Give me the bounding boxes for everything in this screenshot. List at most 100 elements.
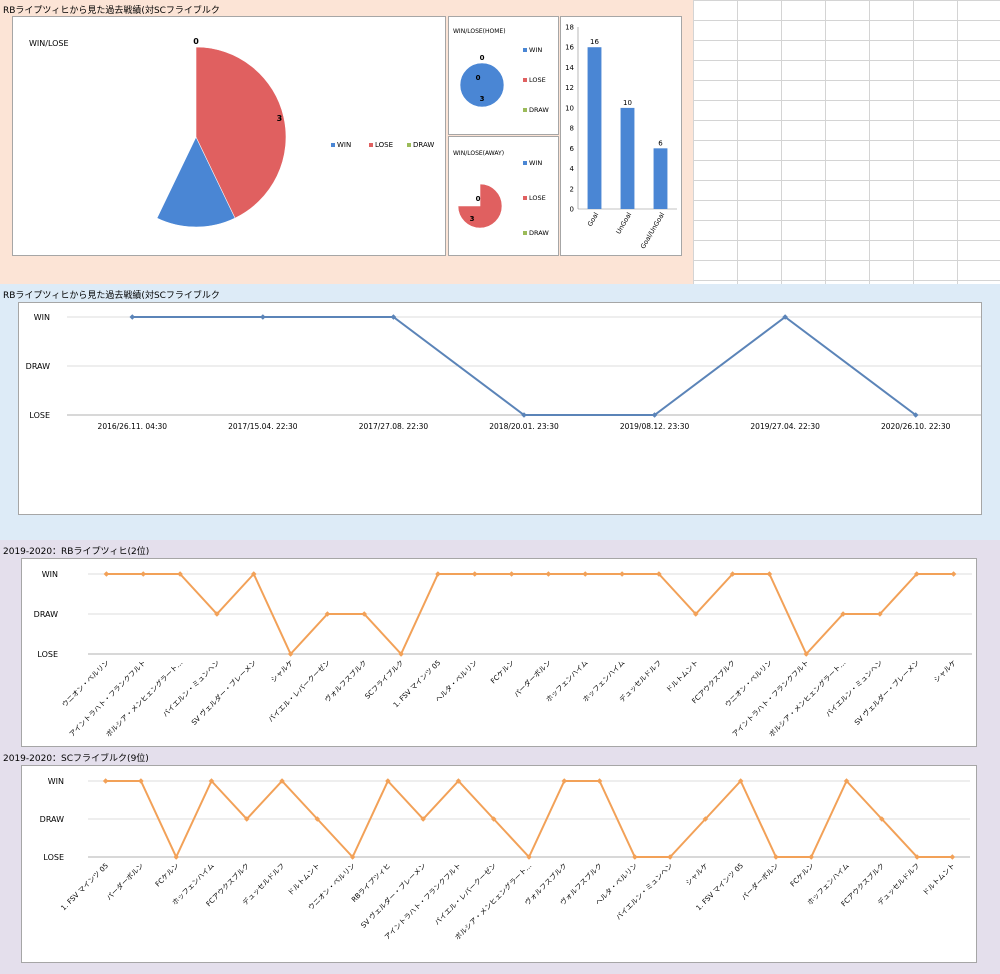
pie-total-chart: WIN/LOSE430WINLOSEDRAW [29, 37, 434, 228]
x-tick-label: SV ヴェルダー・ブレーメン [852, 658, 921, 727]
y-tick-label: 2 [570, 185, 574, 193]
x-tick-label: シャルケ [684, 862, 709, 887]
x-tick-label: 2020/26.10. 22:30 [881, 422, 951, 431]
pie-title: WIN/LOSE(AWAY) [453, 150, 504, 157]
line-history-chart: LOSE DRAW WIN 2016/26.11. 04:30 2017/15.04. … [26, 313, 981, 431]
data-point-0 [102, 778, 109, 784]
legend-label-lose: LOSE [375, 141, 393, 149]
x-tick-label: アイントラハト・フランクフルト [731, 659, 811, 739]
spreadsheet-grid-background [693, 0, 1000, 284]
data-point-23 [914, 854, 920, 860]
pie-away-chart: WIN/LOSE(AWAY)130WINLOSEDRAW [453, 150, 549, 237]
x-tick-label: パーダーボルン [512, 658, 553, 699]
data-point-18 [737, 778, 744, 784]
legend-swatch-lose [523, 196, 527, 200]
legend-label-win: WIN [529, 46, 542, 54]
series-line [106, 572, 954, 656]
x-tick-label: 2018/20.01. 23:30 [489, 422, 559, 431]
x-tick-label: ボルシア・メンヒェングラート… [453, 861, 534, 942]
pie-value-label: 3 [277, 114, 283, 123]
x-tick-label: アイントラハト・フランクフルト [383, 862, 463, 942]
legend-label-draw: DRAW [529, 106, 549, 114]
legend-swatch-lose [369, 143, 373, 147]
y-tick-label: LOSE [29, 411, 50, 420]
line-history-panel[interactable]: LOSE DRAW WIN 2016/26.11. 04:30 2017/15.04. … [18, 302, 982, 515]
data-point-11 [508, 571, 515, 577]
pie-slice-win [459, 62, 505, 108]
section-history-line: RBライプツィヒから見た過去戦績(対SCフライブルク LOSE DRAW WIN 20… [0, 284, 1000, 540]
pie-away-panel[interactable]: WIN/LOSE(AWAY)130WINLOSEDRAW [448, 136, 559, 256]
x-tick-label: 2017/15.04. 22:30 [228, 422, 298, 431]
data-point-24 [949, 854, 956, 860]
legend-swatch-draw [407, 143, 411, 147]
x-tick-label: バイエル・レバークーゼン [432, 861, 498, 927]
data-point-16 [667, 854, 673, 860]
line-leipzig-chart: LOSEDRAWWINウニオン・ベルリンアイントラハト・フランクフルトボルシア・… [34, 570, 972, 739]
x-tick-label: パーダーボルン [104, 861, 145, 902]
pie-title: WIN/LOSE [29, 39, 69, 48]
pie-value-label: 0 [476, 195, 481, 203]
data-point-16 [692, 611, 699, 617]
section-season: 2019-2020：RBライプツィヒ(2位) LOSE DRAW WIN ウニオン・ベ… [0, 540, 1000, 974]
y-tick-label: 12 [565, 84, 574, 92]
pie-value-label: 3 [470, 215, 475, 223]
y-tick-label: 10 [565, 104, 574, 112]
x-tick-label: シャルケ [270, 659, 295, 684]
data-point-5 [782, 314, 788, 320]
data-point-19 [803, 651, 810, 657]
x-tick-label: シャルケ [933, 659, 958, 684]
bar-2 [653, 148, 668, 209]
data-point-12 [545, 571, 552, 577]
y-tick-label: 14 [565, 64, 574, 72]
bar-value-label: 10 [623, 99, 632, 107]
data-point-22 [913, 571, 920, 577]
pie-home-panel[interactable]: WIN/LOSE(HOME) 3 0 0 WIN LOSE DRAW [448, 16, 559, 135]
y-tick-label: WIN [42, 570, 58, 579]
section-title: RBライプツィヒから見た過去戦績(対SCフライブルク [3, 291, 220, 301]
y-tick-label: DRAW [40, 815, 64, 824]
data-point-0 [129, 314, 136, 320]
x-tick-label: FCケルン [154, 862, 181, 889]
data-point-3 [208, 778, 215, 784]
x-tick-label: FCケルン [489, 659, 516, 686]
line-leipzig-panel[interactable]: LOSE DRAW WIN ウニオン・ベルリン アイントラハト・フランクフルト ボルシア・… [21, 558, 977, 747]
legend-swatch-win [331, 143, 335, 147]
pie-value-label: 0 [193, 37, 199, 46]
y-tick-label: 0 [570, 206, 574, 214]
section-title: RBライプツィヒから見た過去戦績(対SCフライブルク [3, 6, 220, 16]
y-tick-label: WIN [48, 777, 64, 786]
x-tick-label: ドルトムント [921, 862, 956, 897]
x-tick-label: バイエル・レバークーゼン [266, 658, 332, 724]
x-tick-label: FCケルン [789, 862, 816, 889]
bar-goals-panel[interactable]: 0 2 4 6 8 10 12 14 16 18 16 Goal 10 UnGoal 6 Goal/UnGoa… [560, 16, 682, 256]
x-tick-label: パーダーボルン [739, 861, 780, 902]
pie-slice-lose [457, 183, 503, 229]
bar-0 [587, 47, 602, 209]
data-point-6 [912, 412, 919, 418]
x-tick-label: UnGoal [614, 211, 633, 236]
pie-value-label: 3 [480, 95, 485, 103]
y-tick-label: LOSE [37, 650, 58, 659]
data-point-1 [140, 571, 147, 577]
y-tick-label: LOSE [43, 853, 64, 862]
pie-slice-lose [195, 46, 287, 219]
pie-value-label: 0 [476, 74, 481, 82]
data-point-23 [950, 571, 957, 577]
y-tick-label: DRAW [34, 610, 58, 619]
x-tick-label: 2016/26.11. 04:30 [98, 422, 168, 431]
data-point-0 [103, 571, 110, 577]
y-tick-label: WIN [34, 313, 50, 322]
legend-label-win: WIN [529, 159, 542, 167]
legend-label-win: WIN [337, 141, 351, 149]
x-tick-label: ボルシア・メンヒェングラート… [767, 658, 848, 739]
y-tick-label: 6 [570, 145, 575, 153]
data-point-10 [471, 571, 478, 577]
section-history-summary: RBライプツィヒから見た過去戦績(対SCフライブルク WIN/LOSE430WI… [0, 0, 693, 284]
y-tick-label: 8 [570, 125, 574, 133]
bar-value-label: 16 [590, 38, 599, 46]
data-point-1 [260, 314, 266, 320]
pie-total-panel[interactable]: WIN/LOSE430WINLOSEDRAW [12, 16, 446, 256]
x-tick-label: 1. FSV マインツ 05 [60, 862, 110, 912]
line-freiburg-panel[interactable]: LOSE DRAW WIN 1. FSV マインツ 05 パーダーボルン FCケルン ホッフ… [21, 765, 977, 963]
